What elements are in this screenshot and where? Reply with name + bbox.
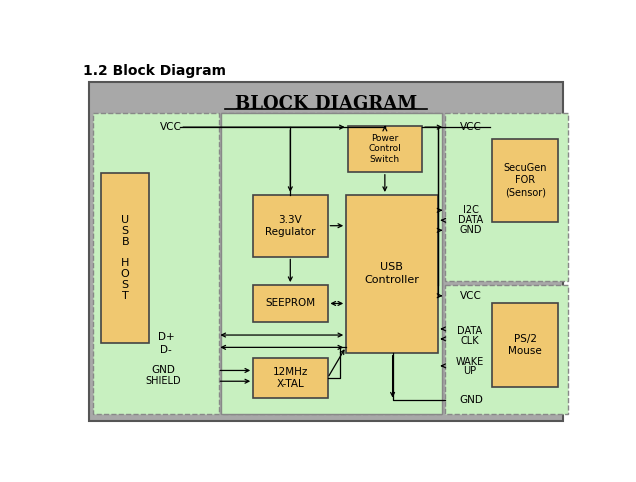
Text: WAKE: WAKE bbox=[455, 357, 483, 367]
Text: 3.3V
Regulator: 3.3V Regulator bbox=[265, 214, 315, 237]
Text: VCC: VCC bbox=[460, 291, 482, 301]
Bar bbox=[221, 113, 442, 414]
Bar bbox=[492, 139, 558, 222]
Text: DATA: DATA bbox=[459, 215, 483, 225]
Text: BLOCK DIAGRAM: BLOCK DIAGRAM bbox=[235, 95, 417, 113]
Bar bbox=[93, 113, 219, 414]
Text: U
S
B
 
H
O
S
T: U S B H O S T bbox=[121, 215, 130, 301]
Text: DATA: DATA bbox=[457, 326, 482, 336]
Text: SEEPROM: SEEPROM bbox=[265, 298, 315, 308]
Bar bbox=[492, 303, 558, 388]
Bar bbox=[445, 285, 568, 414]
Bar bbox=[445, 113, 568, 281]
Text: VCC: VCC bbox=[160, 122, 182, 132]
Bar bbox=[253, 285, 328, 322]
Text: UP: UP bbox=[463, 366, 476, 376]
Bar bbox=[253, 195, 328, 256]
Text: I2C: I2C bbox=[463, 205, 479, 215]
Bar bbox=[221, 113, 442, 414]
Text: 1.2 Block Diagram: 1.2 Block Diagram bbox=[83, 64, 226, 78]
Text: SecuGen
FOR
(Sensor): SecuGen FOR (Sensor) bbox=[503, 163, 547, 198]
Text: VCC: VCC bbox=[460, 122, 482, 132]
Text: D-: D- bbox=[160, 345, 172, 355]
Text: PS/2
Mouse: PS/2 Mouse bbox=[508, 334, 542, 356]
Text: D+: D+ bbox=[158, 333, 175, 342]
Text: 12MHz
X-TAL: 12MHz X-TAL bbox=[273, 367, 308, 389]
Bar bbox=[346, 195, 438, 353]
Text: Power
Control
Switch: Power Control Switch bbox=[368, 134, 401, 163]
Text: SHIELD: SHIELD bbox=[146, 376, 181, 386]
Text: GND: GND bbox=[460, 225, 482, 235]
Bar bbox=[348, 126, 422, 172]
Text: GND: GND bbox=[151, 365, 175, 375]
Text: CLK: CLK bbox=[460, 336, 479, 346]
Bar bbox=[253, 358, 328, 398]
Text: GND: GND bbox=[459, 396, 483, 405]
Bar bbox=[101, 174, 149, 343]
Text: USB
Controller: USB Controller bbox=[364, 262, 419, 285]
